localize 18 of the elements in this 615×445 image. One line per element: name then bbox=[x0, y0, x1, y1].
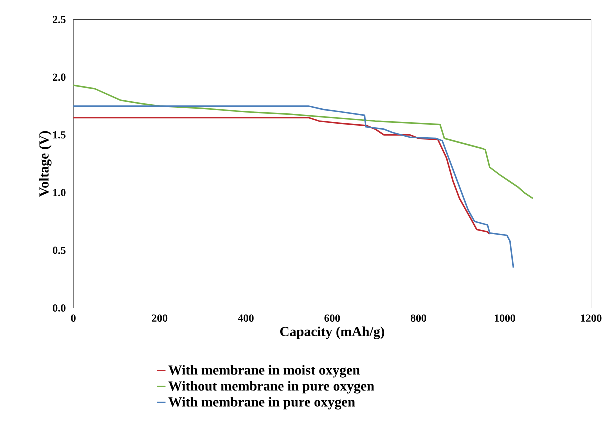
y-tick-label: 2.0 bbox=[53, 74, 66, 82]
x-axis-title: Capacity (mAh/g) bbox=[280, 326, 384, 340]
y-axis-title: Voltage (V) bbox=[39, 132, 52, 198]
y-tick-label: 2.5 bbox=[53, 16, 66, 24]
x-tick-label: 1200 bbox=[581, 314, 602, 322]
y-tick-label: 0.5 bbox=[53, 247, 66, 254]
y-tick-label: 0.0 bbox=[53, 304, 66, 312]
x-tick-label: 800 bbox=[410, 314, 426, 322]
y-tick-label: 1.5 bbox=[54, 132, 66, 140]
x-tick-label: 200 bbox=[152, 314, 168, 322]
x-tick-label: 0 bbox=[71, 314, 76, 322]
x-tick-label: 600 bbox=[324, 314, 340, 322]
x-tick-label: 1000 bbox=[495, 314, 516, 322]
y-tick-label: 1.0 bbox=[54, 189, 66, 197]
legend-label: With membrane in moist oxygen bbox=[168, 365, 360, 378]
legend-label: With membrane in pure oxygen bbox=[168, 397, 356, 410]
x-tick-label: 400 bbox=[238, 314, 254, 322]
legend-label: Without membrane in pure oxygen bbox=[168, 381, 374, 394]
